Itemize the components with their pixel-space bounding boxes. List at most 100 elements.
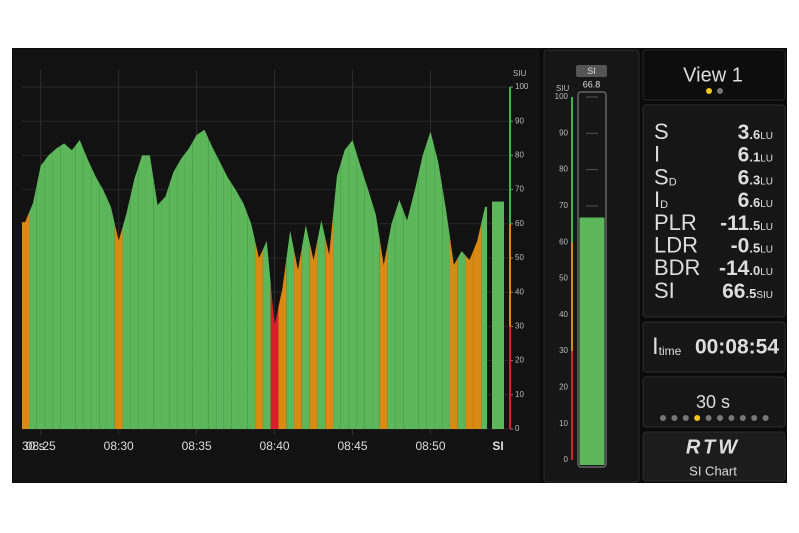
meter-tick-label: 90: [559, 128, 568, 137]
reading-value: -0.5LU: [731, 234, 773, 257]
reading-dec: .6: [749, 196, 760, 211]
reading-sub: D: [669, 176, 677, 188]
meter-label-box: [576, 65, 607, 77]
y-tick-label: 60: [515, 219, 524, 228]
area-segment: [130, 167, 139, 429]
reading-value: -11.5LU: [720, 211, 773, 234]
meter-tick-label: 80: [559, 165, 568, 174]
reading-dec: .5: [749, 218, 760, 233]
area-segment: [216, 154, 224, 430]
reading-value: 66.5SIU: [722, 279, 773, 302]
area-segment: [247, 213, 256, 429]
si-bar: [492, 201, 504, 429]
reading-unit: SIU: [756, 290, 773, 301]
si-bar-label: SI: [492, 439, 503, 453]
reading-int: -11: [720, 211, 750, 234]
time-label: Itime: [652, 333, 682, 360]
reading-int: 6: [738, 143, 750, 166]
meter-tick-label: 40: [559, 310, 568, 319]
reading-dec: .3: [749, 173, 760, 188]
area-segment: [145, 155, 154, 429]
reading-value: 6.6LU: [738, 189, 773, 212]
reading-symbol: S: [654, 119, 669, 144]
window-dot: [660, 415, 666, 421]
reading-value: -14.0LU: [719, 257, 773, 280]
area-segment: [379, 239, 388, 429]
time-symbol: I: [652, 333, 659, 360]
x-tick-label: 08:35: [182, 439, 212, 453]
area-segment: [223, 169, 232, 429]
meter-unit: SIU: [556, 84, 570, 93]
view-panel[interactable]: [642, 49, 786, 101]
logo-brand: RTW: [686, 436, 740, 458]
reading-unit: LU: [760, 131, 773, 142]
window-panel[interactable]: [642, 376, 786, 428]
reading-unit: LU: [760, 221, 773, 232]
meter-tick-label: 100: [555, 92, 569, 101]
reading-symbol: I: [654, 142, 660, 167]
y-tick-label: 80: [515, 151, 524, 160]
window-dot: [739, 415, 746, 421]
area-segment: [83, 149, 92, 430]
readings-panel: [642, 104, 786, 318]
reading-label: ID: [654, 187, 668, 212]
y-tick-label: 50: [515, 253, 524, 262]
window-dot: [694, 415, 701, 421]
reading-sub: D: [660, 199, 668, 211]
area-segment: [418, 143, 427, 429]
meter-bar: [579, 217, 605, 465]
area-segment: [317, 220, 326, 429]
meter-tick-label: 0: [564, 455, 569, 464]
area-segment: [22, 212, 30, 429]
area-segment: [286, 230, 295, 429]
area-segment: [434, 146, 443, 429]
time-sub: time: [659, 344, 682, 358]
area-segment: [106, 198, 115, 429]
reading-dec: .5: [749, 241, 760, 256]
reading-dec: .0: [749, 264, 760, 279]
window-dot: [671, 415, 678, 421]
reading-int: 66: [722, 279, 745, 302]
area-segment: [200, 129, 209, 429]
area-segment: [231, 183, 240, 429]
area-segment: [294, 247, 302, 429]
area-segment: [75, 140, 84, 429]
reading-unit: LU: [760, 176, 773, 187]
window-label: 30 s: [22, 439, 45, 453]
y-tick-label: 90: [515, 116, 524, 125]
reading-symbol: S: [654, 164, 669, 189]
area-segment: [60, 143, 68, 429]
area-segment: [52, 145, 61, 429]
area-segment: [29, 184, 37, 429]
time-panel: [642, 321, 786, 373]
window-dot: [762, 415, 769, 421]
reading-unit: LU: [760, 153, 773, 164]
y-tick-label: 30: [515, 322, 524, 331]
reading-value: 6.3LU: [738, 166, 773, 189]
area-segment: [91, 167, 100, 429]
area-segment: [208, 138, 217, 430]
area-segment: [184, 141, 193, 429]
window-dot: [751, 415, 758, 421]
meter-label: SI: [587, 66, 596, 76]
y-axis-label: SIU: [513, 69, 527, 78]
reading-symbol: BDR: [654, 255, 700, 280]
area-segment: [192, 132, 201, 429]
meter-tick-label: 20: [559, 383, 568, 392]
reading-symbol: PLR: [654, 210, 697, 235]
logo-panel[interactable]: [642, 431, 786, 482]
logo-caption: SI Chart: [689, 463, 737, 478]
area-segment: [255, 240, 263, 429]
x-tick-label: 08:50: [415, 439, 445, 453]
x-tick-label: 08:25: [26, 439, 56, 453]
reading-value: 3.6LU: [738, 121, 773, 144]
page-dot: [717, 88, 723, 94]
page-dot: [706, 88, 712, 94]
area-segment: [239, 196, 248, 429]
meter-tick-label: 60: [559, 237, 568, 246]
area-segment: [395, 199, 404, 429]
area-segment: [426, 131, 435, 429]
area-segment: [387, 211, 396, 429]
area-segment: [36, 160, 45, 429]
